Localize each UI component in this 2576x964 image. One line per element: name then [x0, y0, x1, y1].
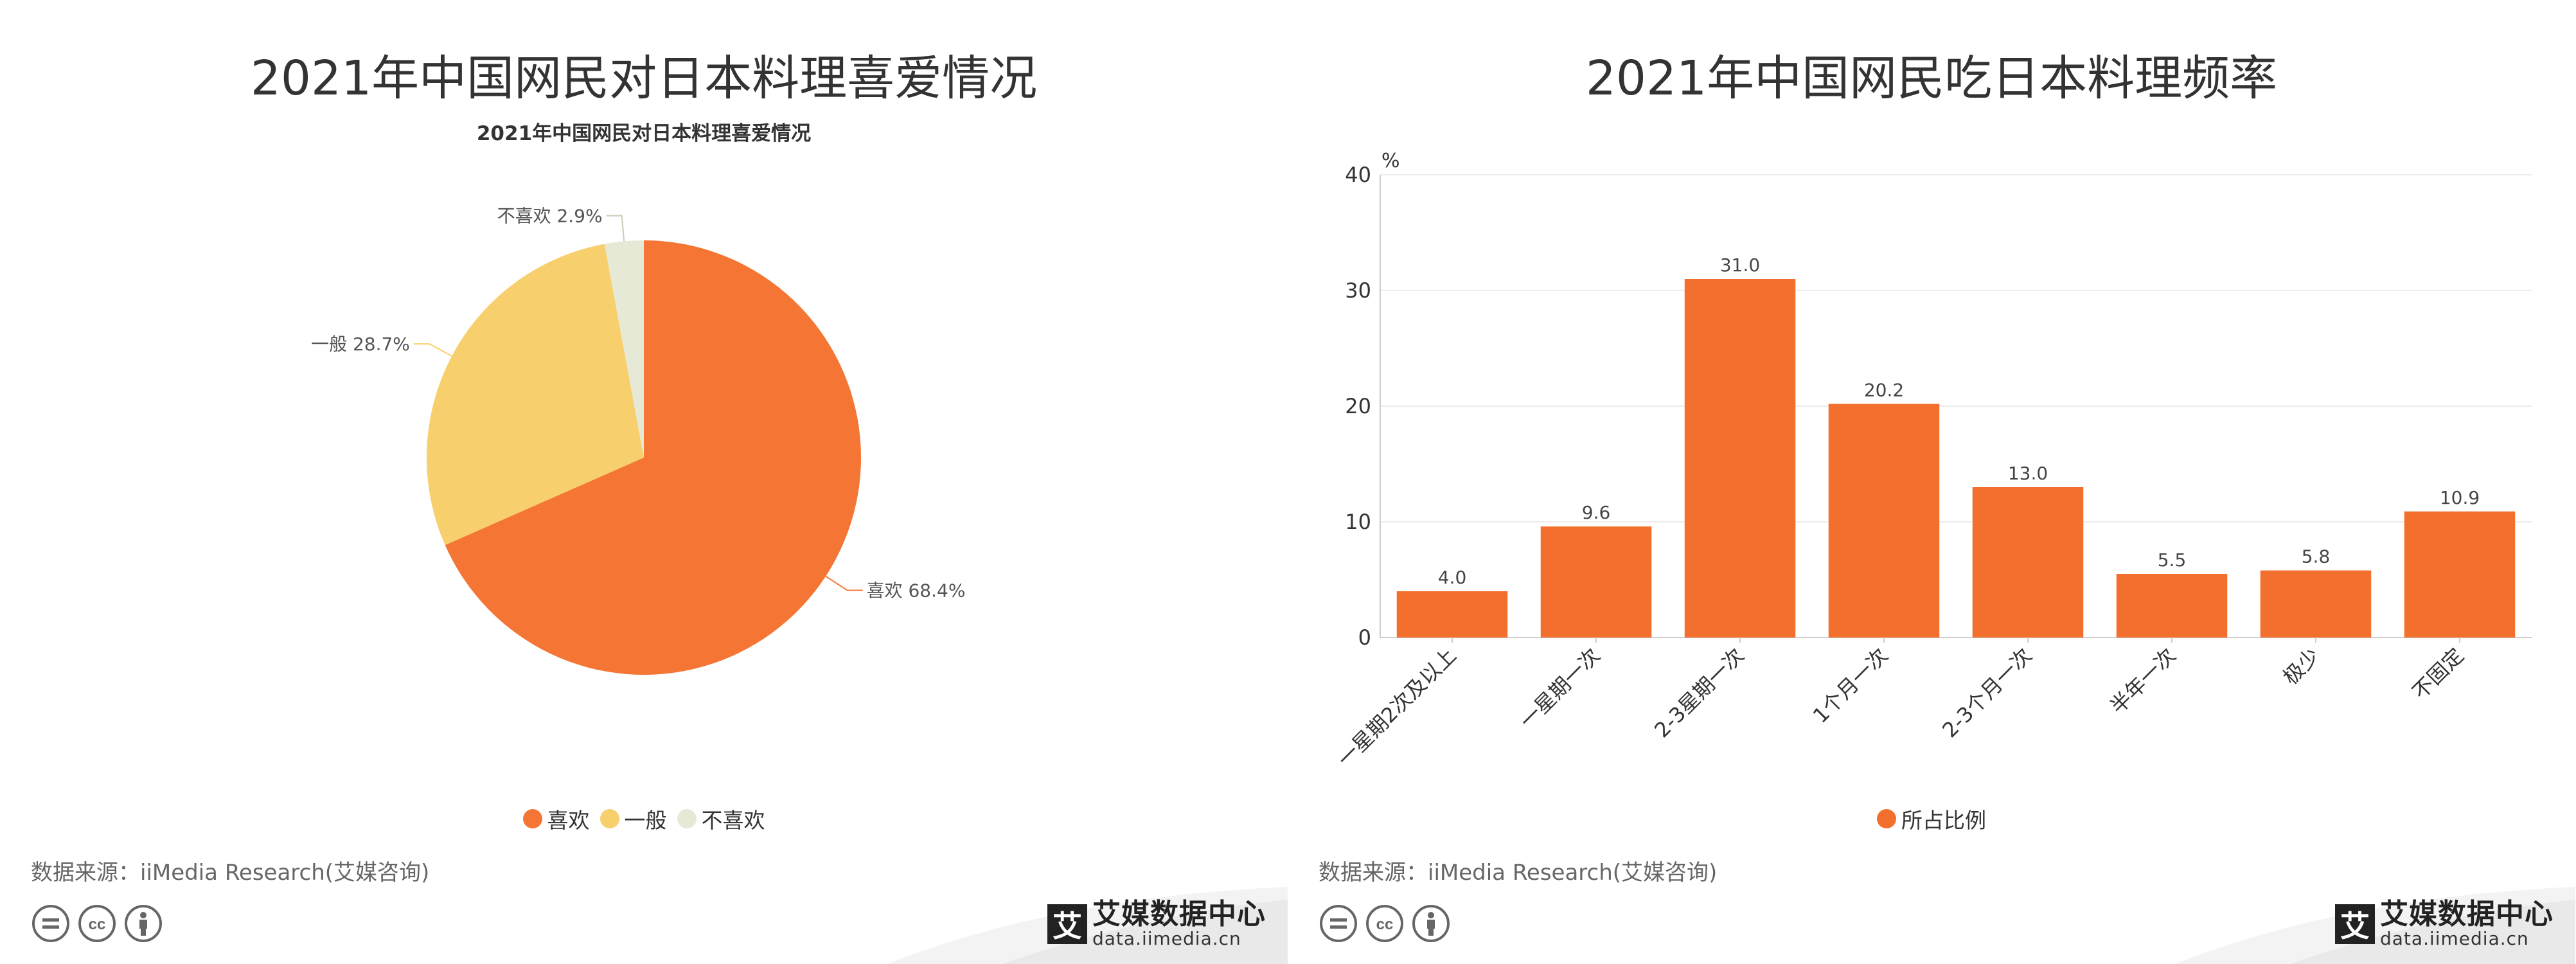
y-tick-label: 40	[1345, 163, 1371, 187]
bar[interactable]	[1828, 404, 1940, 638]
y-tick-label: 30	[1345, 278, 1371, 303]
bar[interactable]	[1396, 591, 1508, 638]
x-tick-label: 2-3星期一次	[1649, 643, 1748, 742]
pie-leader-line	[413, 343, 452, 357]
x-tick-label: 2-3个月一次	[1937, 643, 2036, 742]
brand-logo: 艾 艾媒数据中心 data.iimedia.cn	[2335, 898, 2554, 950]
x-tick-label: 极少	[2278, 643, 2325, 690]
bar-data-label: 5.8	[2302, 546, 2331, 567]
bar[interactable]	[2404, 511, 2516, 638]
page-title: 2021年中国网民吃日本料理频率	[1585, 51, 2278, 106]
bar[interactable]	[1684, 279, 1796, 638]
footer-decoration	[887, 887, 1288, 964]
bar-data-label: 10.9	[2440, 487, 2480, 508]
page-title: 2021年中国网民对日本料理喜爱情况	[250, 51, 1038, 106]
pie-chart-panel: 2021年中国网民对日本料理喜爱情况 2021年中国网民对日本料理喜爱情况 喜欢…	[0, 51, 1288, 964]
license-icons: cc	[1319, 904, 1457, 943]
bar-data-label: 5.5	[2158, 549, 2187, 571]
x-tick-label: 半年一次	[2105, 643, 2180, 719]
x-tick-label: 不固定	[2408, 643, 2469, 704]
license-icons: cc	[31, 904, 170, 943]
legend-item-neutral[interactable]: 一般	[600, 803, 667, 834]
legend-label: 所占比例	[1901, 808, 1986, 833]
chart-title: 2021年中国网民对日本料理喜爱情况	[476, 122, 812, 145]
legend-label: 喜欢	[547, 808, 590, 833]
y-tick-label: 10	[1345, 510, 1371, 534]
cc-icon: cc	[78, 905, 116, 942]
legend-item-share[interactable]: 所占比例	[1877, 803, 1986, 834]
data-source: 数据来源：iiMedia Research(艾媒咨询)	[1319, 860, 1718, 886]
legend-item-dislike[interactable]: 不喜欢	[677, 803, 765, 834]
legend-label: 一般	[624, 808, 667, 833]
legend-swatch	[1877, 809, 1896, 828]
bar[interactable]	[1972, 487, 2084, 638]
bar-data-label: 31.0	[1720, 254, 1760, 276]
legend-label: 不喜欢	[701, 808, 765, 833]
bar-data-label: 9.6	[1582, 502, 1611, 523]
bar-legend: 所占比例	[1288, 803, 2575, 834]
brand-url: data.iimedia.cn	[1092, 928, 1241, 950]
bar[interactable]	[1540, 526, 1652, 638]
brand-logo: 艾 艾媒数据中心 data.iimedia.cn	[1047, 898, 1266, 950]
pie-slice[interactable]	[445, 240, 861, 675]
pie-leader-line	[825, 575, 863, 591]
legend-swatch	[600, 809, 619, 828]
bar-data-label: 20.2	[1864, 379, 1904, 400]
bar-data-label: 13.0	[2008, 463, 2048, 484]
data-source: 数据来源：iiMedia Research(艾媒咨询)	[31, 860, 430, 886]
cc-icon: cc	[1366, 905, 1403, 942]
pie-slice[interactable]	[604, 240, 644, 458]
brand-name: 艾媒数据中心	[1092, 898, 1266, 931]
footer-decoration	[2174, 887, 2575, 964]
legend-swatch	[522, 809, 542, 828]
svg-text:cc: cc	[89, 916, 106, 933]
pie-chart: 喜欢 68.4% 一般 28.7% 不喜欢 2.9%	[311, 206, 966, 675]
bar[interactable]	[2116, 574, 2228, 638]
bar-chart: 0 10 20 30 40% 4.0 一星期2次及以上 9.6 一星期一次 31.0 2-3星期一次…	[1333, 150, 2532, 772]
y-tick-label: 20	[1345, 394, 1371, 418]
y-tick-label: 0	[1358, 625, 1371, 650]
attribution-icon	[1412, 905, 1450, 942]
brand-url: data.iimedia.cn	[2380, 928, 2529, 950]
pie-data-label: 一般 28.7%	[311, 334, 410, 355]
bar[interactable]	[2260, 570, 2372, 638]
pie-leader-line	[606, 215, 625, 242]
brand-mark-icon: 艾	[1047, 904, 1087, 944]
legend-swatch	[677, 809, 697, 828]
brand-mark-icon: 艾	[2335, 904, 2375, 944]
legend-item-like[interactable]: 喜欢	[522, 803, 590, 834]
attribution-icon	[125, 905, 162, 942]
x-tick-label: 一星期一次	[1515, 643, 1605, 733]
y-axis-unit: %	[1381, 150, 1400, 172]
pie-slice[interactable]	[427, 244, 644, 546]
pie-data-label: 不喜欢 2.9%	[497, 206, 603, 227]
brand-name: 艾媒数据中心	[2380, 898, 2554, 931]
bar-data-label: 4.0	[1438, 567, 1467, 588]
pie-legend: 喜欢 一般 不喜欢	[0, 803, 1288, 834]
equal-icon	[32, 905, 69, 942]
pie-data-label: 喜欢 68.4%	[867, 580, 966, 602]
svg-text:cc: cc	[1376, 916, 1394, 933]
equal-icon	[1320, 905, 1357, 942]
x-tick-label: 1个月一次	[1808, 643, 1893, 728]
bar-chart-panel: 2021年中国网民吃日本料理频率 0 10 20 30 40% 4.0 一星期2次及以上 9.…	[1288, 0, 2575, 964]
x-tick-label: 一星期2次及以上	[1333, 643, 1461, 772]
